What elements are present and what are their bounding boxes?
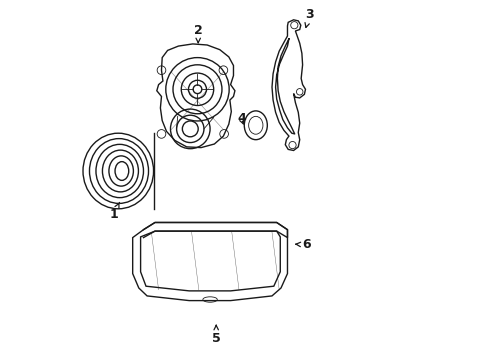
Text: 3: 3 [305,8,314,27]
Text: 4: 4 [237,112,246,125]
Text: 5: 5 [212,325,220,345]
Text: 1: 1 [109,202,120,221]
Text: 2: 2 [194,24,202,43]
Text: 6: 6 [296,238,311,251]
